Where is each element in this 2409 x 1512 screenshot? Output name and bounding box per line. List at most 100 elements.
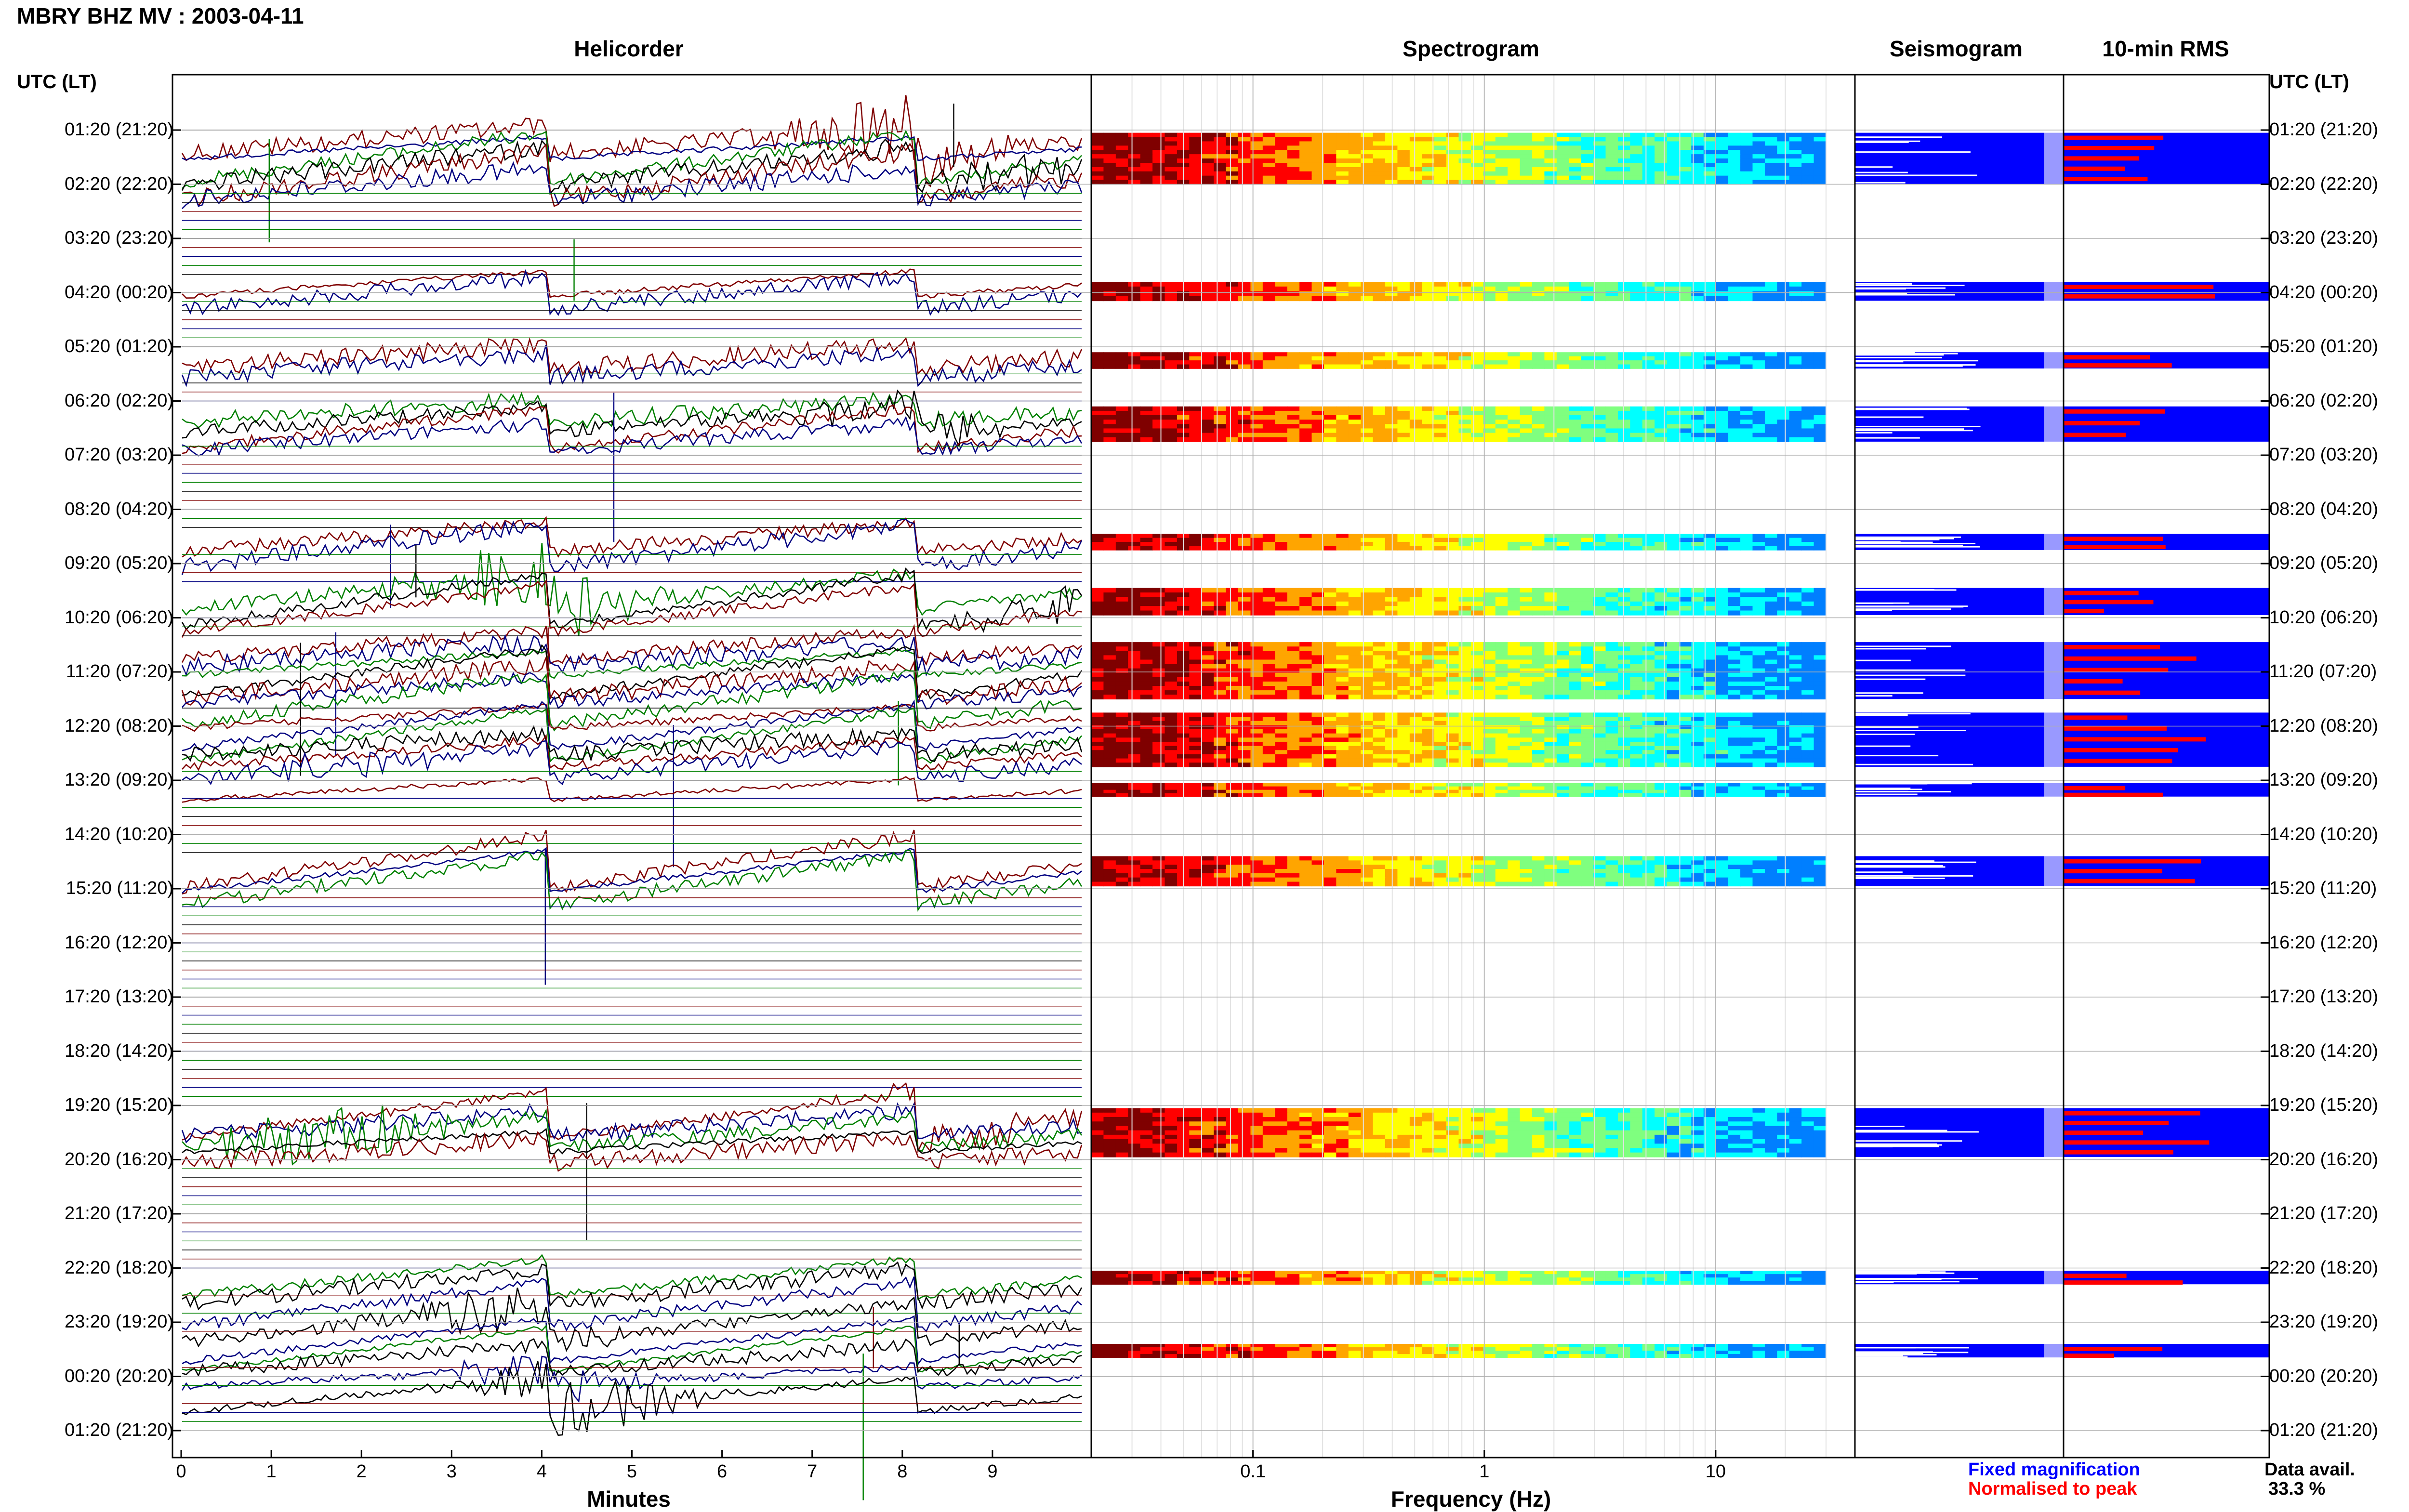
spectrogram-cell [1250,664,1263,669]
spectrogram-cell [1544,282,1557,287]
spectrogram-cell [1470,601,1484,606]
spectrogram-cell [1801,601,1814,606]
spectrogram-cell [1165,154,1178,159]
spectrogram-cell [1508,1117,1521,1122]
spectrogram-cell [1752,783,1765,787]
spectrogram-cell [1201,415,1214,420]
spectrogram-cell [1532,1108,1545,1113]
spectrogram-cell [1434,881,1447,887]
spectrogram-cell [1520,746,1533,751]
spectrogram-cell [1238,132,1251,138]
spectrogram-cell [1201,356,1214,361]
time-tick-label-left: 11:20 (07:20) [66,661,173,682]
spectrogram-cell [1189,733,1202,738]
spectrogram-cell [1373,410,1386,416]
spectrogram-cell [1422,352,1435,357]
spectrogram-cell [1434,786,1447,790]
spectrogram-cell [1470,356,1484,361]
spectrogram-cell [1764,729,1778,734]
helicorder-trace [182,337,1083,377]
spectrogram-cell [1483,664,1496,669]
spectrogram-cell [1532,881,1545,887]
spectrogram-cell [1605,642,1618,647]
spectrogram-cell [1728,881,1741,887]
spectrogram-cell [1091,601,1104,606]
spectrogram-cell [1422,860,1435,865]
spectrogram-cell [1165,746,1178,751]
spectrogram-cell [1703,171,1717,176]
spectrogram-cell [1422,542,1435,547]
spectrogram-cell [1128,651,1141,656]
spectrogram-cell [1617,132,1631,138]
spectrogram-cell [1262,610,1276,616]
spectrogram-cell [1165,282,1178,287]
spectrogram-cell [1470,352,1484,357]
spectrogram-cell [1630,721,1643,726]
spectrogram-cell [1508,424,1521,429]
spectrogram-cell [1250,677,1263,682]
spectrogram-cell [1214,721,1227,726]
spectrogram-cell [1703,538,1717,542]
spectrogram-cell [1422,291,1435,297]
spectrogram-cell [1140,651,1153,656]
spectrogram-cell [1201,655,1214,660]
spectrogram-cell [1801,145,1814,151]
time-tick-label-right: 21:20 (17:20) [2269,1203,2379,1223]
spectrogram-cell [1556,141,1570,146]
spectrogram-cell [1262,601,1276,606]
spectrogram-cell [1752,672,1765,678]
spectrogram-cell [1422,141,1435,146]
spectrogram-cell [1152,695,1165,700]
spectrogram-cell [1409,865,1423,869]
spectrogram-cell [1287,881,1300,887]
spectrogram-cell [1740,291,1753,297]
spectrogram-cell [1373,856,1386,861]
spectrogram-cell [1348,860,1361,865]
spectrogram-cell [1361,877,1374,882]
spectrogram-cell [1605,741,1618,747]
spectrogram-cell [1532,685,1545,691]
spectrogram-cell [1789,420,1802,425]
spectrogram-cell [1752,592,1765,598]
spectrogram-cell [1152,659,1165,665]
spectrogram-cell [1495,433,1508,438]
spectrogram-cell [1373,542,1386,547]
spectrogram-cell [1262,175,1276,181]
spectrogram-cell [1275,410,1288,416]
spectrogram-cell [1813,597,1827,602]
spectrogram-cell [1348,410,1361,416]
spectrogram-cell [1789,546,1802,551]
spectrogram-cell [1361,869,1374,874]
spectrogram-cell [1128,433,1141,438]
spectrogram-cell [1214,646,1227,652]
spectrogram-cell [1103,877,1116,882]
spectrogram-cell [1470,750,1484,755]
spectrogram-cell [1361,538,1374,542]
spectrogram-cell [1128,668,1141,673]
spectrogram-cell [1801,733,1814,738]
spectrogram-cell [1740,175,1753,181]
spectrogram-cell [1801,410,1814,416]
spectrogram-cell [1581,877,1594,882]
spectrogram-cell [1581,420,1594,425]
spectrogram-cell [1397,175,1410,181]
spectrogram-cell [1617,286,1631,292]
spectrogram-cell [1397,754,1410,759]
spectrogram-cell [1250,733,1263,738]
spectrogram-cell [1091,534,1104,539]
spectrogram-cell [1189,282,1202,287]
spectrogram-cell [1789,542,1802,547]
spectrogram-cell [1495,356,1508,361]
spectrogram-cell [1275,538,1288,542]
spectrogram-cell [1581,606,1594,611]
spectrogram-cell [1140,783,1153,787]
spectrogram-cell [1483,597,1496,602]
spectrogram-cell [1556,137,1570,142]
spectrogram-cell [1397,158,1410,163]
spectrogram-cell [1777,677,1790,682]
spectrogram-cell [1103,873,1116,878]
spectrogram-cell [1262,733,1276,738]
spectrogram-cell [1667,352,1680,357]
spectrogram-cell [1287,869,1300,874]
spectrogram-cell [1520,606,1533,611]
